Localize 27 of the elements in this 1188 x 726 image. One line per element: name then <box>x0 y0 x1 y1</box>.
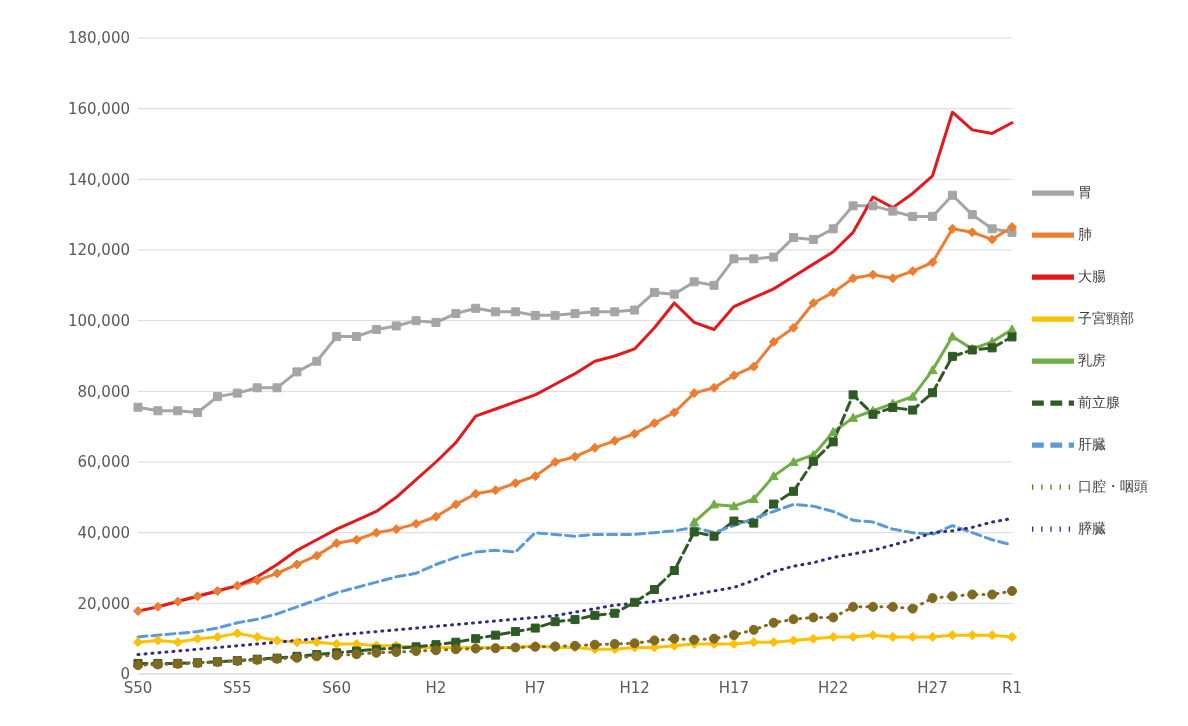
x-tick-label: H7 <box>524 678 546 697</box>
legend-label: 肺 <box>1078 226 1092 242</box>
y-tick-label: 160,000 <box>67 99 130 118</box>
legend-label: 乳房 <box>1078 352 1106 368</box>
x-tick-label: S60 <box>322 678 351 697</box>
legend-label: 膵臓 <box>1078 520 1106 536</box>
y-tick-label: 60,000 <box>77 453 130 472</box>
x-tick-label: H27 <box>917 678 948 697</box>
legend-label: 子宮頸部 <box>1078 310 1134 326</box>
y-tick-label: 80,000 <box>77 382 130 401</box>
y-tick-label: 180,000 <box>67 29 130 48</box>
legend-label: 口腔・咽頭 <box>1078 478 1148 494</box>
y-tick-label: 40,000 <box>77 523 130 542</box>
legend-label: 大腸 <box>1078 268 1106 284</box>
y-tick-label: 100,000 <box>67 311 130 330</box>
x-tick-label: H2 <box>425 678 447 697</box>
x-tick-label: S55 <box>223 678 252 697</box>
x-tick-label: H12 <box>619 678 650 697</box>
legend-label: 肝臓 <box>1078 436 1106 452</box>
x-tick-label: H22 <box>818 678 849 697</box>
legend-label: 前立腺 <box>1078 394 1120 410</box>
y-tick-label: 120,000 <box>67 241 130 260</box>
x-tick-label: R1 <box>1002 678 1022 697</box>
legend-label: 胃 <box>1078 184 1092 200</box>
y-tick-label: 20,000 <box>77 594 130 613</box>
y-tick-label: 140,000 <box>67 170 130 189</box>
x-tick-label: H17 <box>718 678 750 697</box>
